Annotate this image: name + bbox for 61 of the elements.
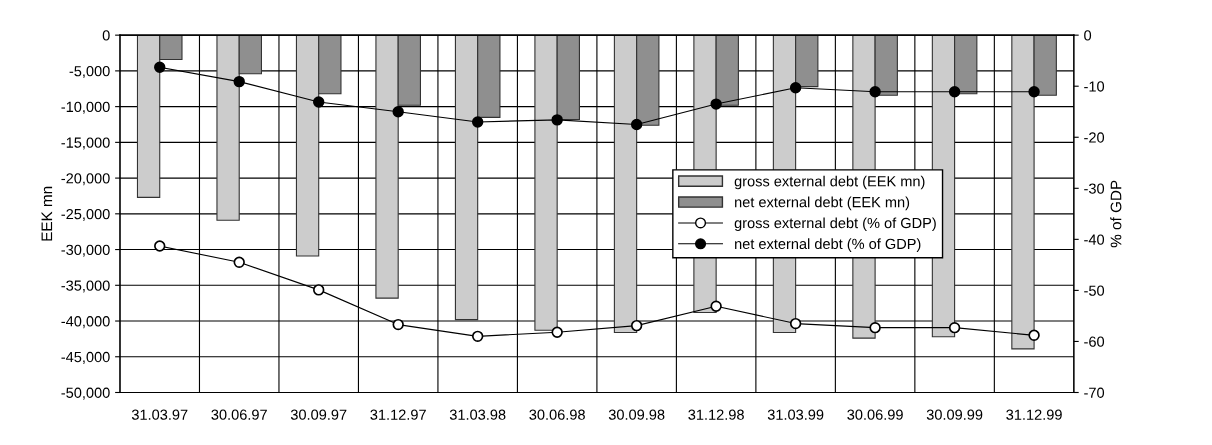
y2-tick-label: -40 — [1084, 234, 1105, 245]
y2-tick-label: -70 — [1084, 387, 1105, 398]
x-tick-label: 30.06.99 — [847, 409, 903, 420]
y2-tick-label: -60 — [1084, 336, 1105, 347]
y-tick-label: -50,000 — [61, 387, 110, 400]
legend-label: net external debt (EEK mn) — [735, 196, 910, 211]
x-tick-label: 31.12.97 — [370, 409, 426, 420]
y2-tick-label: -30 — [1084, 183, 1105, 194]
point — [948, 321, 961, 334]
point — [233, 75, 245, 88]
point — [710, 300, 722, 312]
point — [869, 321, 881, 334]
point — [869, 86, 881, 98]
y-tick-label: -15,000 — [61, 137, 110, 150]
x-tick-label: 30.09.98 — [608, 409, 665, 420]
point — [154, 240, 166, 252]
x-tick-label: 31.03.98 — [449, 409, 506, 420]
point — [551, 326, 563, 338]
point — [789, 317, 802, 330]
x-tick-label: 31.12.99 — [1006, 409, 1062, 420]
point — [630, 118, 643, 131]
y-tick-label: -45,000 — [61, 351, 110, 364]
point — [233, 256, 245, 269]
y2-tick-label: -20 — [1084, 132, 1105, 143]
point — [392, 106, 404, 118]
point — [392, 318, 404, 331]
y2-axis-title: % of GDP — [1110, 180, 1122, 248]
y2-tick-label: -50 — [1084, 285, 1105, 296]
y-tick-label: -25,000 — [61, 208, 110, 221]
y-tick-label: -5,000 — [69, 65, 110, 79]
point — [789, 82, 802, 94]
x-tick-label: 31.03.97 — [131, 409, 188, 420]
legend-label: gross external debt (EEK mn) — [734, 175, 925, 190]
point — [471, 330, 484, 343]
point — [1028, 329, 1040, 342]
point — [313, 284, 325, 296]
y-tick-label: -20,000 — [61, 173, 110, 186]
point — [630, 319, 643, 332]
point — [471, 116, 484, 128]
x-tick-label: 30.09.99 — [926, 409, 983, 420]
x-tick-label: 31.03.99 — [767, 409, 824, 420]
y2-tick-label: -10 — [1084, 81, 1105, 92]
point — [710, 98, 722, 110]
point — [313, 96, 325, 108]
x-tick-label: 30.09.97 — [290, 409, 347, 420]
point — [1028, 86, 1040, 98]
x-tick-label: 30.06.97 — [211, 409, 267, 420]
point — [551, 114, 563, 126]
legend-label: net external debt (% of GDP) — [735, 238, 921, 252]
y-tick-label: 0 — [102, 30, 110, 41]
x-tick-label: 30.06.98 — [529, 409, 585, 420]
y-tick-label: -40,000 — [61, 316, 110, 329]
y2-tick-label: 0 — [1084, 30, 1092, 41]
legend-label: gross external debt (% of GDP) — [734, 217, 936, 232]
point — [154, 61, 166, 74]
y-tick-label: -30,000 — [61, 244, 110, 257]
x-tick-label: 31.12.98 — [688, 409, 744, 420]
y-tick-label: -10,000 — [61, 101, 110, 114]
y-axis-title: EEK mn — [41, 186, 53, 241]
point — [948, 86, 961, 98]
y-tick-label: -35,000 — [61, 280, 110, 293]
